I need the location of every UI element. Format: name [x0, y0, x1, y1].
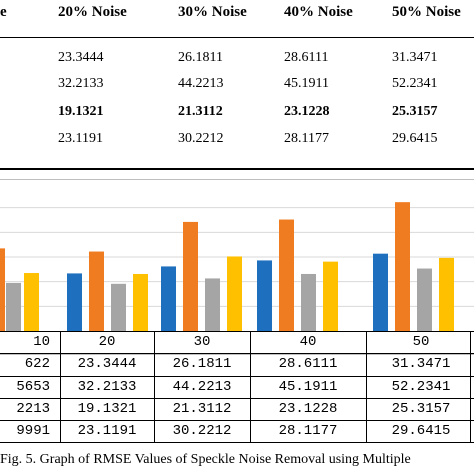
table-cell: 28.6111 — [284, 50, 329, 65]
table-rule — [0, 442, 474, 443]
bar-30-series-1 — [161, 266, 176, 331]
results-table: e 20% Noise 30% Noise 40% Noise 50% Nois… — [0, 0, 474, 175]
data-table-cell: 32.2133 — [77, 379, 137, 395]
table-cell: 26.1811 — [178, 50, 223, 65]
figure-caption: Fig. 5. Graph of RMSE Values of Speckle … — [0, 452, 411, 467]
bar-40-series-2 — [279, 219, 294, 331]
bar-10-partial-1 — [0, 248, 5, 331]
bar-20-series-4 — [133, 273, 148, 331]
data-table-cell: 23.1191 — [77, 423, 137, 439]
table-column-rule — [154, 331, 155, 442]
table-cell: 29.6415 — [392, 131, 438, 146]
data-table-cell: 30.2212 — [172, 423, 232, 439]
bar-10-partial-3 — [24, 273, 39, 331]
category-label: 20 — [98, 334, 116, 350]
data-table-cell: 28.6111 — [278, 356, 338, 372]
table-cell: 44.2213 — [178, 76, 224, 91]
table-rule — [0, 376, 474, 377]
table-cell: 45.1911 — [284, 76, 329, 91]
column-header: e — [0, 4, 7, 20]
bar-30-series-4 — [227, 256, 242, 331]
data-table-cell: 52.2341 — [391, 379, 451, 395]
data-table-cell: 28.1177 — [278, 423, 338, 439]
table-cell: 28.1177 — [284, 131, 329, 146]
category-label: 50 — [412, 334, 430, 350]
table-column-rule — [250, 331, 251, 442]
data-table-cell: 622 — [24, 356, 50, 372]
table-cell: 23.1228 — [284, 104, 330, 119]
data-table-cell: 29.6415 — [391, 423, 451, 439]
bar-50-series-3 — [417, 268, 432, 331]
table-cell: 31.3471 — [392, 50, 438, 65]
table-cell: 23.3444 — [58, 50, 104, 65]
bar-20-series-2 — [89, 251, 104, 331]
table-column-rule — [366, 331, 367, 442]
bar-30-series-3 — [205, 278, 220, 331]
data-table-cell: 31.3471 — [391, 356, 451, 372]
data-table-cell: 44.2213 — [172, 379, 232, 395]
bar-50-series-2 — [395, 202, 410, 331]
table-column-rule — [60, 331, 61, 442]
category-label: 10 — [33, 334, 50, 350]
data-table-cell: 45.1911 — [278, 379, 338, 395]
bar-30-series-2 — [183, 221, 198, 331]
bar-40-series-3 — [301, 273, 316, 331]
data-table-cell: 25.3157 — [391, 401, 451, 417]
table-cell: 23.1191 — [58, 131, 103, 146]
category-label: 30 — [193, 334, 211, 350]
data-table-cell: 9991 — [16, 423, 50, 439]
column-header-40-noise: 40% Noise — [284, 4, 353, 20]
data-table-cell: 26.1811 — [172, 356, 232, 372]
table-rule — [0, 398, 474, 399]
data-table-cell: 23.1228 — [278, 401, 338, 417]
table-cell: 21.3112 — [178, 104, 223, 119]
column-header-30-noise: 30% Noise — [178, 4, 247, 20]
table-rule — [0, 420, 474, 421]
table-cell: 19.1321 — [58, 104, 104, 119]
table-cell: 30.2212 — [178, 131, 224, 146]
table-cell: 25.3157 — [392, 104, 438, 119]
column-header-50-noise: 50% Noise — [392, 4, 461, 20]
table-column-rule — [470, 331, 471, 442]
data-table-cell: 19.1321 — [77, 401, 137, 417]
bar-20-series-1 — [67, 273, 82, 331]
bar-20-series-3 — [111, 283, 126, 331]
data-table-cell: 21.3112 — [172, 401, 232, 417]
data-table-cell: 23.3444 — [77, 356, 137, 372]
category-label: 40 — [299, 334, 317, 350]
bar-40-series-1 — [257, 260, 272, 331]
bar-10-partial-2 — [6, 282, 21, 331]
header-rule — [0, 37, 474, 38]
bar-50-series-4 — [439, 257, 454, 331]
table-rule — [0, 331, 474, 332]
data-table-cell: 2213 — [16, 401, 50, 417]
column-header-20-noise: 20% Noise — [58, 4, 127, 20]
table-cell: 52.2341 — [392, 76, 438, 91]
data-table-cell: 5653 — [16, 379, 50, 395]
bottom-rule — [0, 168, 474, 170]
table-cell: 32.2133 — [58, 76, 104, 91]
bar-40-series-4 — [323, 261, 338, 331]
table-rule — [0, 353, 474, 354]
bar-50-series-1 — [373, 253, 388, 331]
rmse-bar-chart — [0, 202, 474, 331]
